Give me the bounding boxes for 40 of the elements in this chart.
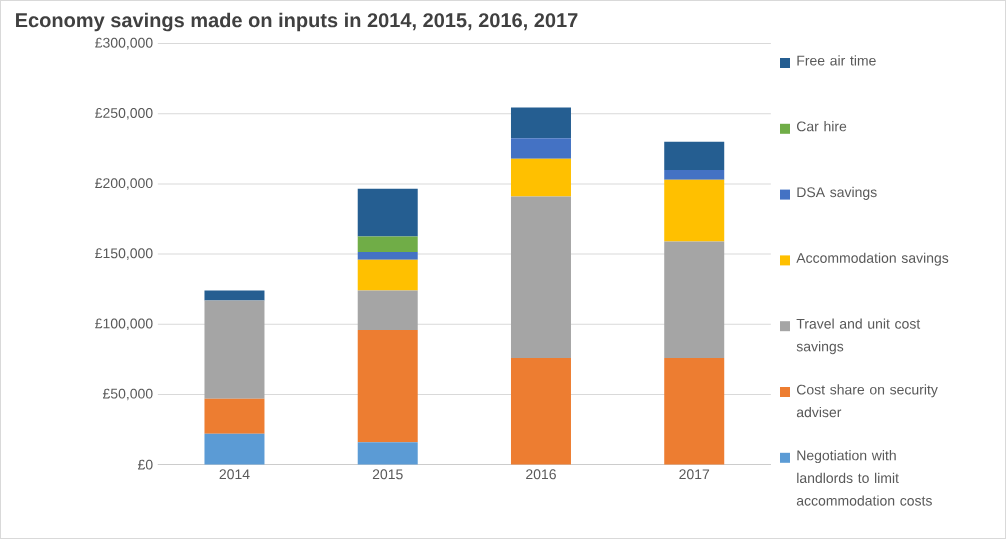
bar [357,290,418,330]
y-tick-label: £250,000 [95,108,153,120]
y-tick-label: £0 [137,459,153,470]
bar [510,158,571,197]
bar [204,398,265,434]
x-tick-label: 2017 [679,469,710,480]
bar [357,329,418,443]
y-tick-label: £50,000 [102,388,153,401]
bar [510,107,571,139]
x-tick-label: 2015 [372,469,403,480]
bar [357,259,418,291]
bar [357,252,418,260]
bar [664,357,725,465]
legend-label: Travel and unit cost savings [796,318,921,355]
legend-label: Free air time [797,55,876,66]
bar [664,179,725,242]
bar [510,138,571,159]
legend-label: Negotiation with landlords to limit accommodation costs [796,450,932,506]
y-tick-label: £300,000 [95,37,153,50]
x-tick-label: 2016 [526,469,556,480]
legend-label: Car hire [796,121,847,132]
bar [357,442,418,465]
legend-label: Cost share on security adviser [796,384,938,418]
bar [204,290,265,301]
y-tick-label: £200,000 [95,178,153,190]
chart-title: Economy savings made on inputs in 2014, 2015, 2016, 2017 [16,12,578,32]
bar [664,169,725,180]
bar [357,188,418,237]
x-tick-label: 2014 [219,469,250,480]
bar [664,241,725,358]
y-tick-label: £150,000 [95,248,153,260]
bar [510,196,571,358]
bar [204,300,265,399]
bar [357,236,418,253]
bar [664,141,725,170]
bar [510,357,571,465]
legend-label: DSA savings [797,186,877,200]
legend-label: Accommodation savings [796,252,949,266]
bar [204,433,265,465]
y-tick-label: £100,000 [95,318,153,331]
